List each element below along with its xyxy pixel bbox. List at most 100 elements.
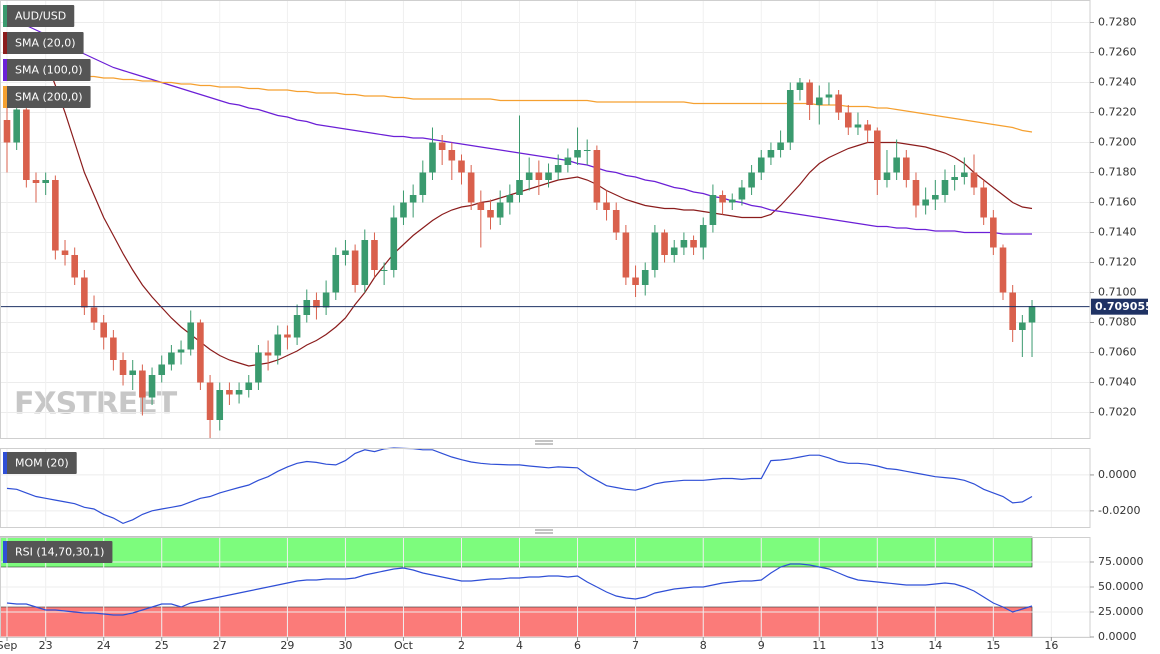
- legend-label: SMA (20,0): [15, 37, 76, 50]
- candle-body: [738, 187, 746, 200]
- legend-label: SMA (200,0): [15, 91, 83, 104]
- legend-box: [3, 5, 75, 27]
- candle-body: [52, 180, 59, 251]
- y-tick-label: 0.7240: [1098, 76, 1137, 89]
- candle-body: [390, 217, 398, 270]
- candle-body: [467, 172, 475, 203]
- candle-body: [139, 370, 146, 398]
- indicator-line: [6, 447, 1033, 525]
- candle-body: [564, 157, 572, 165]
- candle-body: [999, 247, 1007, 293]
- legend-box: [3, 452, 77, 474]
- candle-body: [371, 240, 378, 270]
- candle-body: [815, 97, 823, 105]
- y-tick-label: 0.7080: [1098, 316, 1137, 329]
- panel-frame: [0, 448, 1091, 528]
- candle-body: [429, 142, 436, 173]
- candle-body: [81, 277, 88, 308]
- y-tick-label: 0.0000: [1098, 630, 1137, 643]
- x-tick-label: Sep: [0, 639, 17, 652]
- candle-body: [71, 255, 78, 278]
- legend-label: AUD/USD: [15, 10, 66, 23]
- candle-body: [264, 352, 272, 356]
- candle-body: [1019, 322, 1026, 330]
- candle-body: [990, 217, 997, 248]
- candle-body: [844, 112, 852, 128]
- candle-body: [119, 360, 127, 375]
- candle-body: [506, 195, 514, 203]
- y-tick-label: -0.0200: [1098, 504, 1140, 517]
- x-tick-label: 2: [458, 639, 465, 652]
- x-tick-label: 11: [812, 639, 826, 652]
- candle-body: [361, 240, 369, 285]
- candle-body: [13, 109, 20, 143]
- x-tick-label: 27: [213, 639, 227, 652]
- candle-body: [380, 270, 388, 271]
- candle-body: [709, 195, 717, 225]
- x-tick-label: 8: [700, 639, 707, 652]
- legend-label: MOM (20): [15, 457, 69, 470]
- y-tick-label: 0.7100: [1098, 286, 1137, 299]
- candle-body: [32, 180, 40, 183]
- candle-body: [806, 82, 813, 105]
- candle-body: [255, 352, 262, 383]
- x-tick-label: 24: [97, 639, 111, 652]
- candle-body: [961, 172, 968, 177]
- candle-body: [719, 195, 726, 203]
- y-tick-label: 0.7160: [1098, 196, 1137, 209]
- candle-body: [458, 160, 465, 173]
- indicator-line: [45, 59, 1033, 367]
- y-tick-label: 50.0000: [1098, 580, 1144, 593]
- legend-swatch: [3, 86, 7, 108]
- candle-body: [670, 247, 678, 255]
- candle-body: [158, 364, 166, 375]
- layer-grid: [0, 0, 1090, 638]
- candle-body: [42, 180, 49, 183]
- candle-body: [1028, 306, 1036, 323]
- candle-body: [197, 322, 204, 383]
- layer-marks: [0, 14, 1090, 616]
- candle-body: [835, 94, 842, 113]
- candle-body: [342, 250, 349, 255]
- x-tick-label: 29: [280, 639, 294, 652]
- candle-body: [535, 172, 543, 180]
- candle-body: [419, 172, 427, 195]
- candle-body: [61, 250, 69, 255]
- candle-body: [216, 390, 224, 420]
- candle-body: [941, 180, 949, 195]
- indicator-line: [7, 69, 1033, 133]
- y-tick-label: 25.0000: [1098, 605, 1144, 618]
- x-tick-label: 25: [155, 639, 169, 652]
- candle-body: [477, 202, 485, 210]
- y-tick-label: 0.7040: [1098, 376, 1137, 389]
- y-tick-label: 0.7020: [1098, 406, 1137, 419]
- candle-body: [651, 232, 659, 270]
- candle-body: [864, 124, 871, 131]
- candle-body: [322, 292, 330, 308]
- y-tick-label: 0.7200: [1098, 136, 1137, 149]
- candle-body: [767, 150, 775, 158]
- candle-body: [690, 240, 697, 248]
- legend-swatch: [3, 59, 7, 81]
- candle-body: [786, 90, 794, 143]
- y-tick-label: 0.7060: [1098, 346, 1137, 359]
- candle-body: [235, 390, 243, 395]
- candle-body: [612, 210, 620, 233]
- x-tick-label: 4: [516, 639, 523, 652]
- candle-body: [1009, 292, 1016, 330]
- candle-body: [554, 165, 562, 173]
- candle-body: [90, 307, 98, 323]
- candle-body: [903, 157, 910, 180]
- candle-body: [951, 177, 958, 180]
- legend-swatch: [3, 32, 7, 54]
- candle-body: [728, 199, 736, 203]
- y-tick-label: 0.7280: [1098, 16, 1137, 29]
- legend-swatch: [3, 452, 7, 474]
- candle-body: [680, 240, 688, 248]
- candle-body: [284, 334, 291, 338]
- legend-swatch: [3, 5, 7, 27]
- candle-body: [351, 250, 359, 285]
- x-tick-label: Oct: [394, 639, 414, 652]
